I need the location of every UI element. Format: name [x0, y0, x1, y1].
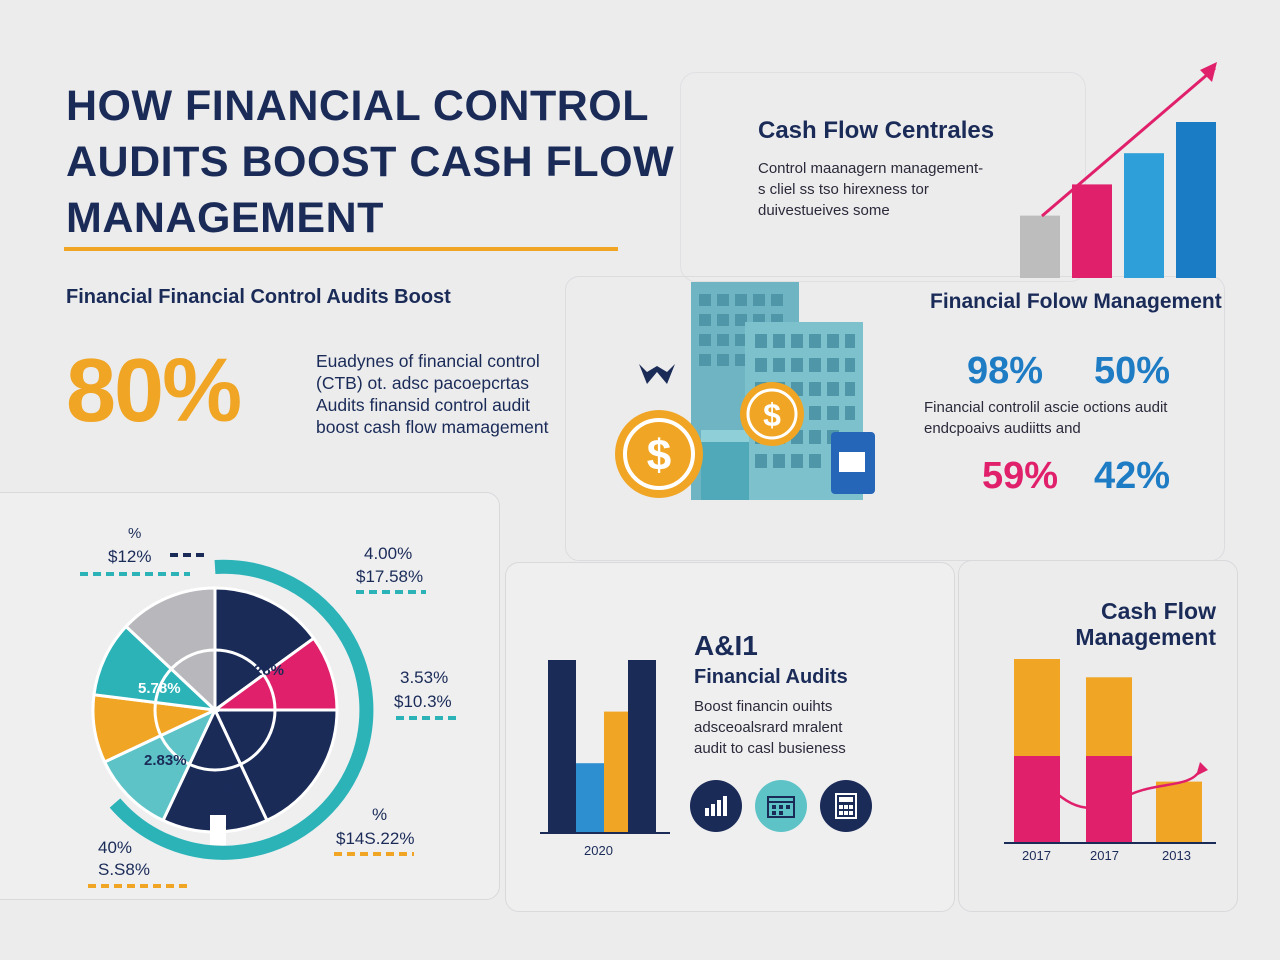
pie-label-br-a: %	[372, 805, 388, 824]
pie-leader-br	[334, 852, 414, 856]
pie-leader-tr	[356, 590, 426, 594]
pie-label-r-a: 3.53%	[400, 668, 449, 687]
right-chart-year-3: 2013	[1162, 848, 1191, 863]
pie-label-r-b: $10.3%	[394, 692, 452, 711]
audit-year-label: 2020	[584, 843, 613, 858]
pie-slice	[212, 708, 339, 823]
mid-right-panel	[565, 276, 1225, 561]
cash-flow-bar-overlay	[1086, 755, 1132, 842]
trend-arrow-head	[1200, 62, 1217, 82]
coin-crown-icon	[639, 364, 675, 384]
stat-98: 98%	[967, 350, 1044, 392]
building-coins-illustration: $ $	[615, 282, 875, 500]
pie-leader-r	[396, 716, 456, 720]
financial-flow-description: Financial controlil ascie octions audit …	[924, 399, 1168, 437]
svg-text:$: $	[763, 397, 781, 433]
big-stat: 80%	[66, 341, 242, 441]
growth-bar	[1072, 184, 1112, 278]
growth-bar-chart	[1020, 62, 1217, 278]
subheading: Financial Financial Control Audits Boost	[66, 286, 451, 308]
pie-inner-label-2: 28%	[254, 662, 285, 679]
bar-chart-icon	[690, 780, 742, 832]
stat-50: 50%	[1094, 350, 1171, 392]
audit-bar	[548, 660, 576, 832]
pie-label-tl-b: $12%	[108, 547, 152, 566]
right-chart-year-1: 2017	[1022, 848, 1051, 863]
financial-flow-title: Financial Folow Management	[930, 290, 1222, 313]
pie-inner-label-1: 5.78%	[138, 680, 181, 697]
pie-leader-tl	[80, 572, 190, 576]
growth-bar	[1020, 215, 1060, 278]
title-underline	[64, 247, 618, 251]
audits-title: Financial Audits	[694, 666, 848, 688]
audits-description: Boost financin ouihts adsceoalsrard mral…	[694, 698, 846, 757]
pie-label-tr-a: 4.00%	[364, 544, 413, 563]
pie-inner-label-4: 48%	[210, 782, 241, 799]
large-coin	[615, 410, 703, 498]
audit-bar	[576, 763, 604, 832]
stat-42: 42%	[1094, 455, 1171, 497]
pie-label-bl-b: S.S8%	[98, 860, 150, 879]
cash-flow-curve	[1029, 765, 1202, 810]
calculator-icon	[820, 780, 872, 832]
growth-bar	[1124, 153, 1164, 278]
audit-bar	[628, 660, 656, 832]
audit-bar-chart	[540, 660, 670, 834]
pie-label-tl-a: %	[128, 525, 142, 542]
pie-inner-label-3: 2.83%	[144, 752, 187, 769]
page-title: HOW FINANCIAL CONTROL AUDITS BOOST CASH …	[66, 82, 675, 242]
trend-arrow-line	[1041, 66, 1216, 218]
growth-bar	[1176, 122, 1216, 278]
calendar-icon	[755, 780, 807, 832]
pie-label-bl-a: 40%	[98, 838, 133, 857]
pie-stem	[210, 815, 226, 845]
pie-inner-ring	[153, 648, 277, 772]
pie-slice	[123, 586, 217, 714]
cash-flow-description: Control maanagern management- s cliel ss…	[758, 160, 984, 219]
cash-flow-bar	[1156, 781, 1202, 842]
cash-flow-bar-overlay	[1014, 755, 1060, 842]
cash-flow-curve-arrow	[1196, 762, 1208, 776]
right-chart-title: Cash Flow Management	[1075, 598, 1216, 650]
stat-59: 59%	[982, 455, 1059, 497]
audits-panel	[505, 562, 955, 912]
pie-leader-tl-2	[170, 553, 204, 557]
pie-chart	[91, 559, 374, 860]
pie-label-tr-b: $17.58%	[356, 567, 424, 586]
pie-slice	[213, 586, 316, 713]
right-bottom-panel	[958, 560, 1238, 912]
svg-text:$: $	[647, 431, 671, 480]
cash-flow-title: Cash Flow Centrales	[758, 117, 995, 144]
pie-leader-bl	[88, 884, 188, 888]
pie-outer-ring	[109, 559, 374, 860]
cash-flow-bar-chart	[1004, 659, 1216, 844]
pie-label-br-b: $14S.22%	[336, 829, 415, 848]
right-chart-year-2: 2017	[1090, 848, 1119, 863]
big-stat-description: Euadynes of financial control (CTB) ot. …	[316, 351, 549, 437]
audit-bar	[604, 711, 632, 832]
audits-heading: A&I1	[694, 630, 758, 661]
pie-slice	[102, 706, 219, 823]
